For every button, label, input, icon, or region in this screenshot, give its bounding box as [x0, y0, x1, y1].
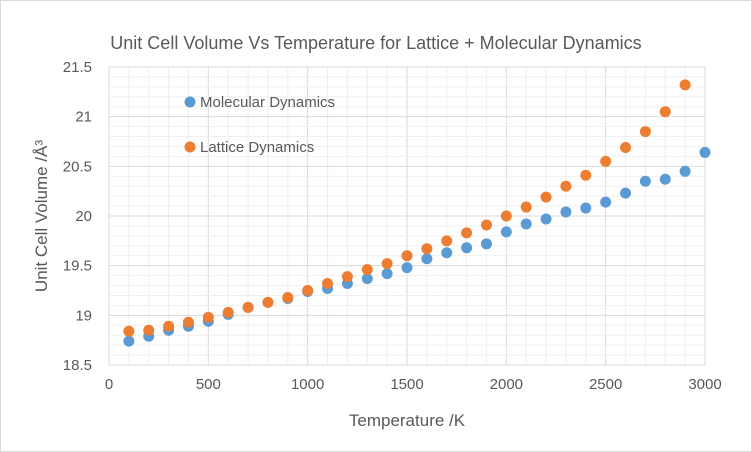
x-tick-label: 0 [105, 376, 113, 393]
ld-data-point [361, 264, 373, 276]
ld-data-point [441, 235, 453, 247]
ld-data-point [540, 191, 552, 203]
ld-data-point [322, 278, 334, 290]
ld-data-point [620, 141, 632, 153]
y-tick-label: 19.5 [63, 258, 92, 275]
ld-data-point [659, 106, 671, 118]
y-tick-label: 21.5 [63, 59, 92, 76]
ld-data-point [182, 316, 194, 328]
ld-data-point [401, 250, 413, 262]
ld-data-point [580, 169, 592, 181]
y-tick-label: 19 [75, 307, 92, 324]
chart-title: Unit Cell Volume Vs Temperature for Latt… [110, 33, 641, 53]
md-data-point [461, 242, 473, 254]
ld-data-point [639, 126, 651, 138]
y-tick-label: 20 [75, 208, 92, 225]
ld-data-point [242, 301, 254, 313]
ld-data-point [381, 258, 393, 270]
ld-data-point [222, 306, 234, 318]
md-data-point [659, 173, 671, 185]
md-data-point [520, 218, 532, 230]
x-tick-label: 1500 [390, 376, 423, 393]
md-data-point [500, 226, 512, 238]
x-axis-label: Temperature /K [349, 411, 466, 430]
ld-data-point [341, 271, 353, 283]
ld-data-point [282, 291, 294, 303]
ld-data-point [480, 219, 492, 231]
ld-data-point [143, 324, 155, 336]
md-data-point [540, 213, 552, 225]
md-data-point [699, 146, 711, 158]
md-data-point [580, 202, 592, 214]
x-tick-label: 2000 [490, 376, 523, 393]
md-data-point [620, 187, 632, 199]
ld-data-point [560, 180, 572, 192]
ld-data-point [520, 201, 532, 213]
md-data-point [421, 253, 433, 265]
legend-marker [184, 141, 196, 153]
md-data-point [361, 273, 373, 285]
ld-data-point [123, 325, 135, 337]
y-tick-label: 18.5 [63, 357, 92, 374]
x-tick-label: 2500 [589, 376, 622, 393]
ld-data-point [202, 311, 214, 323]
x-tick-label: 500 [196, 376, 221, 393]
legend-label: Molecular Dynamics [200, 94, 335, 111]
y-tick-label: 21 [75, 109, 92, 126]
ld-data-point [163, 320, 175, 332]
md-data-point [480, 238, 492, 250]
md-data-point [381, 268, 393, 280]
md-data-point [679, 165, 691, 177]
y-axis-label: Unit Cell Volume /Å³ [32, 140, 51, 292]
x-tick-label: 3000 [688, 376, 721, 393]
ld-data-point [679, 79, 691, 91]
md-data-point [123, 335, 135, 347]
x-tick-label: 1000 [291, 376, 324, 393]
md-data-point [401, 262, 413, 274]
legend-label: Lattice Dynamics [200, 139, 314, 156]
md-data-point [560, 206, 572, 218]
ld-data-point [461, 227, 473, 239]
md-data-point [600, 196, 612, 208]
ld-data-point [262, 296, 274, 308]
ld-data-point [600, 155, 612, 167]
md-data-point [441, 247, 453, 259]
md-data-point [639, 175, 651, 187]
ld-data-point [421, 243, 433, 255]
y-tick-label: 20.5 [63, 158, 92, 175]
ld-data-point [302, 285, 314, 296]
legend-marker [184, 96, 196, 108]
ld-data-point [500, 210, 512, 222]
